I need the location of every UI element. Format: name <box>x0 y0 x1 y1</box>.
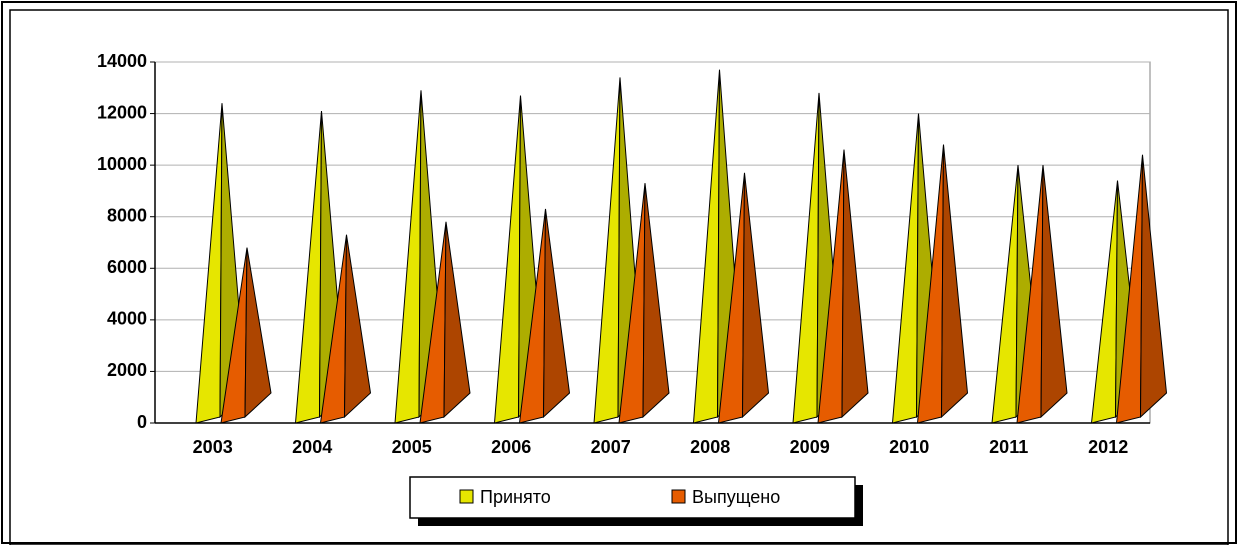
legend-swatch <box>671 489 686 504</box>
x-tick-label: 2011 <box>989 437 1028 457</box>
y-tick-label: 12000 <box>97 102 147 122</box>
x-tick-label: 2012 <box>1088 437 1128 457</box>
legend-label: Выпущено <box>692 487 780 507</box>
y-tick-label: 6000 <box>107 257 147 277</box>
cone-side <box>542 208 571 419</box>
cone-front <box>294 110 322 424</box>
cone-front <box>394 90 422 424</box>
cone-front <box>195 103 223 424</box>
x-tick-label: 2005 <box>392 437 432 457</box>
cone-side <box>642 183 670 419</box>
cone-side <box>741 172 770 419</box>
legend-label: Принято <box>480 487 551 507</box>
x-tick-label: 2009 <box>790 437 830 457</box>
cone-front <box>692 69 720 424</box>
y-tick-label: 10000 <box>97 154 147 174</box>
x-tick-label: 2003 <box>193 437 233 457</box>
x-tick-label: 2008 <box>690 437 730 457</box>
legend <box>409 476 856 519</box>
y-tick-label: 2000 <box>107 360 147 380</box>
legend-swatch <box>459 489 474 504</box>
cone-front <box>792 92 820 424</box>
cone-side <box>1139 154 1168 419</box>
cone-side <box>1040 165 1068 419</box>
x-tick-label: 2004 <box>292 437 332 457</box>
cone-front <box>991 165 1019 424</box>
cone-side <box>443 221 471 419</box>
cone-side <box>343 234 372 419</box>
x-tick-label: 2010 <box>889 437 929 457</box>
y-tick-label: 0 <box>137 412 147 432</box>
cone-side <box>940 144 969 419</box>
cone-side <box>244 247 272 419</box>
y-tick-label: 4000 <box>107 309 147 329</box>
cone-front <box>593 77 621 424</box>
x-tick-label: 2007 <box>591 437 631 457</box>
x-tick-label: 2006 <box>491 437 531 457</box>
y-tick-label: 8000 <box>107 205 147 225</box>
y-tick-label: 14000 <box>97 51 147 71</box>
cone-front <box>493 95 521 424</box>
cone-side <box>841 149 869 419</box>
